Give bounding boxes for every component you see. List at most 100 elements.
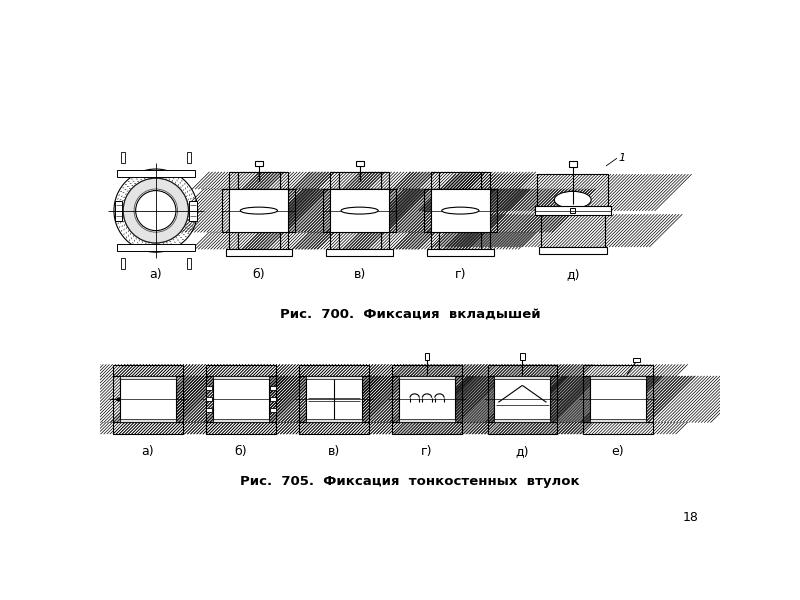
Bar [389, 189, 396, 232]
Bar [537, 175, 608, 211]
Bar [431, 189, 490, 232]
Bar [425, 353, 430, 360]
Bar [306, 376, 362, 422]
Bar [306, 419, 362, 422]
Text: г): г) [454, 268, 466, 281]
Bar [590, 376, 646, 422]
Bar [120, 376, 176, 379]
Text: а): а) [150, 268, 162, 281]
Bar [569, 161, 577, 167]
Circle shape [136, 191, 176, 230]
Bar [206, 376, 213, 422]
Bar [299, 422, 369, 434]
Ellipse shape [240, 207, 278, 214]
Bar [270, 408, 276, 412]
Text: б): б) [234, 445, 247, 458]
Bar [439, 232, 482, 249]
Bar [255, 161, 262, 166]
Text: Рис.  700.  Фиксация  вкладышей: Рис. 700. Фиксация вкладышей [280, 308, 540, 321]
Bar [424, 189, 431, 232]
Bar [646, 376, 653, 422]
Bar [238, 172, 280, 189]
Bar [226, 249, 292, 256]
Bar [269, 376, 276, 422]
Bar [230, 232, 238, 249]
Bar [570, 208, 575, 213]
Bar [213, 419, 269, 422]
Bar [494, 376, 550, 422]
Bar [299, 376, 306, 422]
Bar [238, 232, 280, 249]
Bar [187, 152, 190, 163]
Bar [494, 376, 550, 379]
Bar [280, 172, 288, 189]
Bar [206, 408, 212, 412]
Bar [306, 376, 362, 379]
Bar [121, 152, 125, 163]
Circle shape [123, 178, 188, 243]
Bar [113, 365, 183, 376]
Text: в): в) [354, 268, 366, 281]
Text: д): д) [516, 445, 529, 458]
Bar [121, 259, 125, 269]
Bar [362, 376, 369, 422]
Bar [431, 232, 439, 249]
Text: а): а) [142, 445, 154, 458]
Bar [338, 172, 381, 189]
Text: е): е) [611, 445, 624, 458]
Ellipse shape [554, 191, 591, 208]
Bar [399, 419, 455, 422]
Bar [270, 397, 276, 401]
Bar [399, 376, 455, 422]
Bar [392, 376, 399, 422]
Bar [323, 189, 330, 232]
Bar [392, 422, 462, 434]
Bar [538, 247, 607, 254]
Bar [356, 161, 363, 166]
Text: 1: 1 [618, 153, 626, 163]
Bar [213, 376, 269, 379]
Bar [381, 232, 389, 249]
Bar [330, 232, 338, 249]
Bar [299, 365, 369, 376]
Bar [399, 376, 455, 379]
Bar [583, 365, 653, 376]
Text: г): г) [422, 445, 433, 458]
Bar [590, 419, 646, 422]
Bar [633, 358, 640, 362]
Bar [520, 353, 525, 360]
Bar [338, 232, 381, 249]
Text: 18: 18 [682, 511, 698, 524]
Bar [288, 189, 295, 232]
Bar [482, 232, 490, 249]
Bar [482, 172, 490, 189]
Bar [206, 422, 276, 434]
Ellipse shape [341, 207, 378, 214]
Bar [206, 386, 212, 390]
Wedge shape [123, 178, 188, 243]
Bar [222, 189, 230, 232]
Bar [330, 189, 389, 232]
Bar [280, 232, 288, 249]
Bar [120, 419, 176, 422]
Text: б): б) [253, 268, 265, 281]
Bar [490, 189, 497, 232]
Bar [230, 189, 288, 232]
Bar [534, 206, 610, 215]
Bar [381, 172, 389, 189]
Bar [326, 249, 393, 256]
Text: Рис.  705.  Фиксация  тонкостенных  втулок: Рис. 705. Фиксация тонкостенных втулок [240, 475, 580, 488]
Bar [176, 376, 183, 422]
Wedge shape [114, 169, 198, 252]
Bar [583, 422, 653, 434]
Bar [455, 376, 462, 422]
Bar [206, 397, 212, 401]
Bar [206, 365, 276, 376]
Bar [187, 259, 190, 269]
Text: д): д) [566, 268, 579, 281]
Bar [213, 376, 269, 422]
Bar [117, 170, 194, 178]
Bar [113, 422, 183, 434]
Bar [494, 419, 550, 422]
Bar [117, 244, 194, 251]
